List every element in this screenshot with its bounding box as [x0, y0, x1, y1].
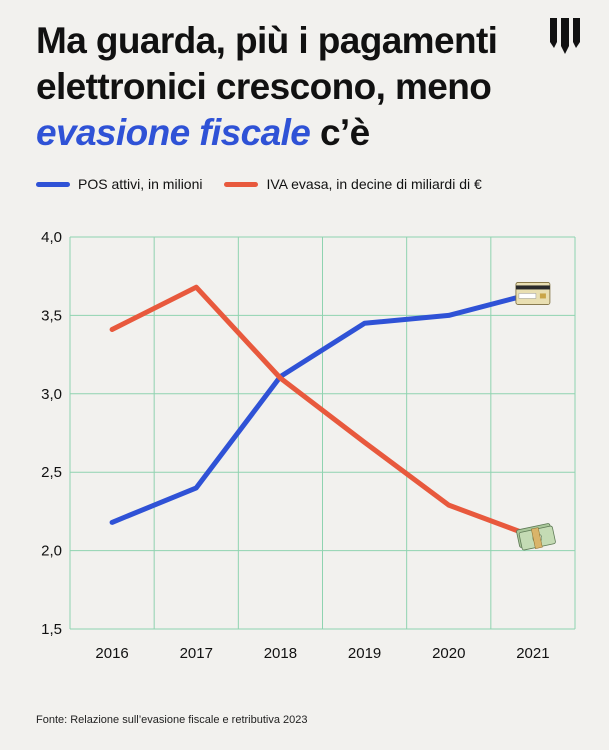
- series-line-iva: [109, 284, 536, 539]
- x-tick-label: 2019: [348, 645, 381, 662]
- x-tick-label: 2017: [180, 645, 213, 662]
- line-chart: 1,5 2,0 2,5 3,0 3,5 4,0 2016 2017 2018 2019 2020 20…: [41, 229, 576, 662]
- chart-title: Ma guarda, più i pagamenti elettronici c…: [36, 18, 536, 156]
- y-tick-label: 2,0: [41, 543, 62, 560]
- title-tail: c’è: [319, 112, 370, 153]
- legend-label-iva: IVA evasa, in decine di miliardi di €: [266, 176, 482, 192]
- legend-swatch-pos: [36, 181, 70, 187]
- legend-item-pos: POS attivi, in milioni: [36, 176, 202, 192]
- title-line-3: evasione fiscale c’è: [36, 110, 536, 156]
- title-line-1: Ma guarda, più i pagamenti: [36, 20, 498, 61]
- credit-card-icon: [515, 282, 551, 305]
- legend-item-iva: IVA evasa, in decine di miliardi di €: [224, 176, 482, 192]
- y-tick-label: 3,0: [41, 386, 62, 403]
- title-line-2: elettronici crescono, meno: [36, 66, 492, 107]
- legend-swatch-iva: [224, 181, 259, 187]
- y-tick-label: 4,0: [41, 229, 62, 246]
- x-tick-label: 2016: [95, 645, 128, 662]
- chart-legend: POS attivi, in milioni IVA evasa, in dec…: [36, 176, 589, 192]
- y-tick-label: 1,5: [41, 621, 62, 638]
- money-bundle-icon: [516, 523, 556, 551]
- x-tick-label: 2021: [516, 645, 549, 662]
- brand-logo-icon: [550, 18, 580, 54]
- source-note: Fonte: Relazione sull’evasione fiscale e…: [36, 714, 308, 726]
- title-highlight: evasione fiscale: [36, 112, 311, 153]
- series-line-pos: [109, 290, 536, 525]
- y-tick-label: 3,5: [41, 307, 62, 324]
- legend-label-pos: POS attivi, in milioni: [78, 176, 203, 192]
- x-tick-label: 2018: [264, 645, 297, 662]
- x-tick-label: 2020: [432, 645, 465, 662]
- y-tick-label: 2,5: [41, 464, 62, 481]
